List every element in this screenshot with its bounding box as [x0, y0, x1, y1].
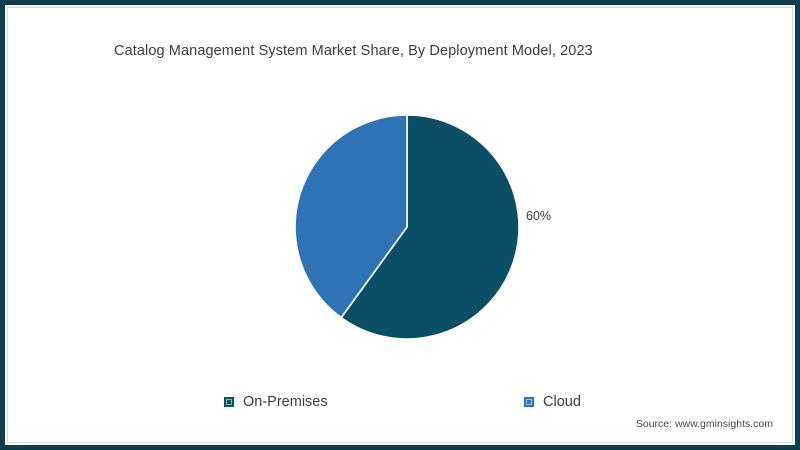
- source-attribution: Source: www.gminsights.com: [635, 418, 773, 430]
- square-swatch-icon: [524, 397, 534, 407]
- pie-slice-value-label: 60%: [526, 209, 552, 223]
- pie-slice-group: [294, 114, 520, 340]
- pie-slice[interactable]: [340, 114, 520, 340]
- legend-item-label: Cloud: [543, 394, 581, 410]
- pie-chart-svg: [294, 114, 520, 340]
- pie-chart: [292, 112, 522, 342]
- legend-item-cloud[interactable]: Cloud: [524, 389, 581, 415]
- legend-item-on-premises[interactable]: On-Premises: [224, 389, 328, 415]
- chart-legend: On-Premises Cloud: [5, 389, 795, 415]
- square-swatch-icon: [224, 397, 234, 407]
- chart-title: Catalog Management System Market Share, …: [114, 43, 593, 59]
- legend-item-label: On-Premises: [243, 394, 328, 410]
- pie-slice[interactable]: [294, 114, 408, 319]
